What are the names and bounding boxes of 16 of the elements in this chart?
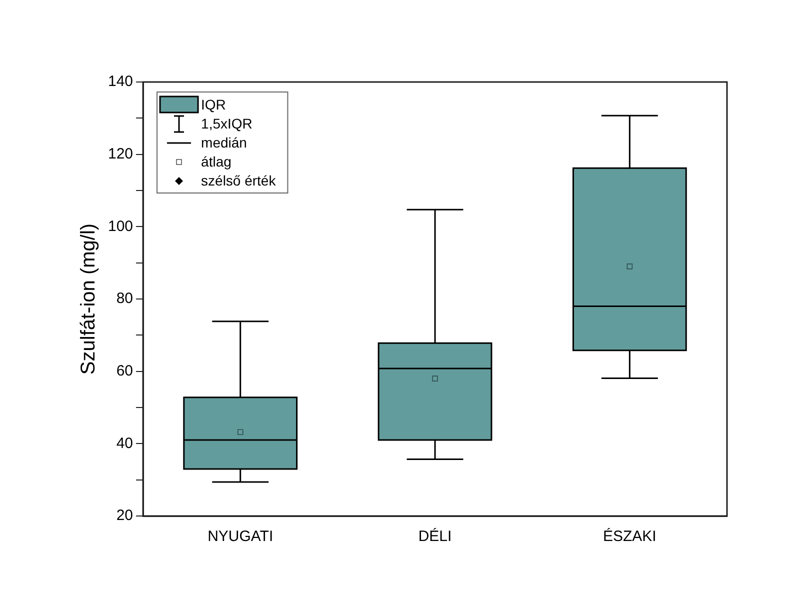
y-tick-label: 40 — [116, 434, 134, 452]
y-tick-label: 20 — [116, 507, 134, 524]
x-tick-label: NYUGATI — [208, 528, 274, 546]
y-tick-label: 60 — [116, 362, 134, 380]
y-axis-title: Szulfát-ion (mg/l) — [78, 223, 100, 375]
annotation: 1,5xIQR — [201, 115, 252, 132]
x-tick-label: ÉSZAKI — [602, 527, 656, 546]
y-tick-label: 80 — [116, 290, 134, 308]
annotation: szélső érték — [201, 172, 277, 188]
annotation: átlag — [201, 153, 232, 170]
y-tick-label: 120 — [108, 145, 134, 162]
y-tick-label: 100 — [108, 218, 134, 235]
y-tick-label: 140 — [108, 73, 134, 90]
annotation: medián — [201, 134, 247, 150]
x-tick-label: DÉLI — [418, 527, 452, 546]
legend-label: IQR — [201, 96, 226, 112]
